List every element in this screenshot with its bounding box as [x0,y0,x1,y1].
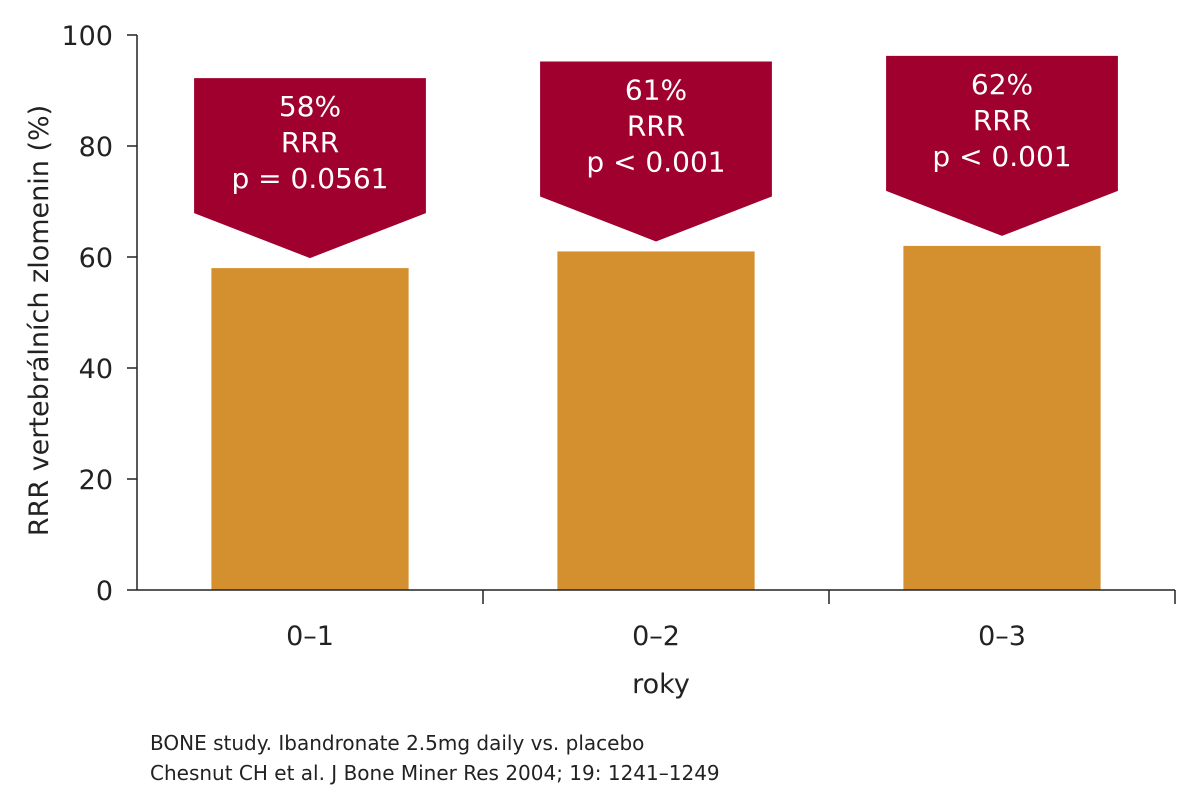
callout-label: 62% [971,68,1033,101]
callout-label: 58% [279,90,341,123]
callout-label: p = 0.0561 [231,162,388,195]
x-tick-label: 0–2 [632,621,680,652]
y-tick-label: 80 [79,132,113,163]
bar [557,251,755,590]
x-tick-label: 0–1 [286,621,334,652]
bar [903,245,1101,590]
source-line-1: BONE study. Ibandronate 2.5mg daily vs. … [150,731,645,755]
callout-label: 61% [625,73,687,106]
axes [136,35,1175,591]
x-axis-title: roky [632,669,690,700]
y-axis-ticks: 0 20 40 60 80 100 [61,21,137,607]
y-tick-label: 20 [79,465,113,496]
x-tick-label: 0–3 [978,621,1026,652]
x-axis-ticks: 0–1 0–2 0–3 [286,590,1176,652]
bar [211,268,409,590]
bars [211,245,1101,590]
callout-shape [540,61,772,242]
callout-label: RRR [281,126,339,159]
source-note: BONE study. Ibandronate 2.5mg daily vs. … [150,728,720,788]
source-line-2: Chesnut CH et al. J Bone Miner Res 2004;… [150,761,720,785]
callout-label: RRR [627,109,685,142]
y-tick-label: 40 [79,354,113,385]
y-tick-label: 60 [79,243,113,274]
y-tick-label: 100 [61,21,113,52]
callout-shape [886,55,1118,236]
callout-label: p < 0.001 [586,145,725,178]
callout-shape [194,78,426,259]
y-tick-label: 0 [96,576,113,607]
y-axis-title: RRR vertebrálních zlomenin (%) [24,105,55,536]
callout-label: RRR [973,104,1031,137]
callout-label: p < 0.001 [932,140,1071,173]
